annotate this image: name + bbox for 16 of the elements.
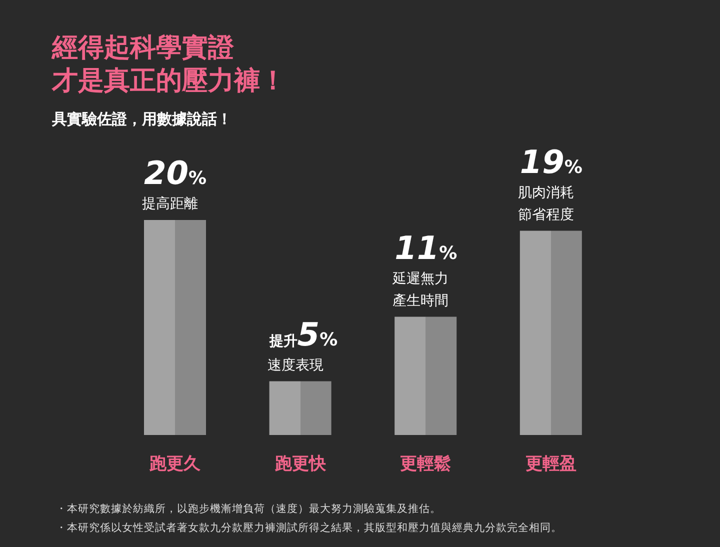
text: ・本研究係以女性受試者著女款九分款壓力褲測試所得之結果，其版型和壓力值與經典九分款完全相同。 <box>56 521 562 534</box>
x-tick-label: 跑更快 <box>274 454 327 474</box>
data-label: 19% <box>520 142 582 181</box>
annotation: 提高距離 <box>142 196 198 212</box>
annotation: 速度表現 <box>267 357 324 374</box>
annotation: 延遲無力產生時間 <box>392 270 449 309</box>
x-tick-label: 跑更久 <box>148 454 202 474</box>
x-tick-label: 更輕鬆 <box>400 454 452 474</box>
data-label: 11% <box>394 228 458 267</box>
x-tick-label: 更輕盈 <box>525 454 576 474</box>
subtitle: 具實驗佐證，用數據說話！ <box>52 110 232 128</box>
annotation: 肌肉消耗節省程度 <box>518 184 574 223</box>
text: ・本研究數據於紡織所，以跑步機漸增負荷（速度）最大努力測驗蒐集及推估。 <box>56 502 441 515</box>
data-label: 提升5% <box>268 315 338 354</box>
data-label: 20% <box>144 154 207 192</box>
title: 經得起科學實證才是真正的壓力褲！ <box>52 33 286 96</box>
